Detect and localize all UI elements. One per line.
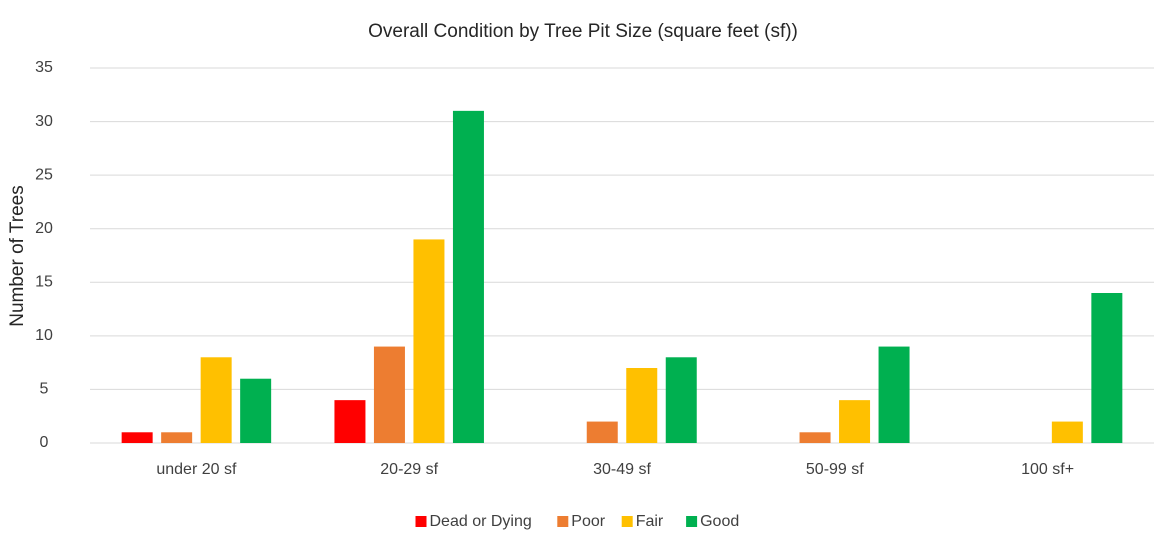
y-tick-label: 15 <box>35 274 53 291</box>
bar <box>878 346 910 443</box>
legend-swatch <box>621 516 633 527</box>
legend-label: Poor <box>571 513 605 530</box>
y-tick-label: 10 <box>35 327 53 344</box>
bar <box>200 357 232 443</box>
bar <box>1091 293 1123 443</box>
bar <box>839 400 871 443</box>
y-tick-label: 35 <box>35 59 53 76</box>
bar <box>373 346 405 443</box>
x-tick-label: 50-99 sf <box>806 461 864 478</box>
bar <box>121 432 153 443</box>
y-tick-label: 5 <box>40 381 49 398</box>
bar <box>799 432 831 443</box>
legend-swatch <box>415 516 427 527</box>
x-tick-label: under 20 sf <box>156 461 237 478</box>
bar <box>626 368 658 443</box>
bar <box>586 421 618 443</box>
y-axis-title: Number of Trees <box>7 185 28 327</box>
legend-label: Good <box>700 513 739 530</box>
bar <box>413 239 445 443</box>
legend-swatch <box>557 516 569 527</box>
bar <box>1051 421 1083 443</box>
bar <box>334 400 366 443</box>
y-tick-label: 0 <box>40 434 49 451</box>
bar <box>452 110 484 443</box>
y-tick-label: 30 <box>35 113 53 130</box>
chart-title: Overall Condition by Tree Pit Size (squa… <box>368 21 798 42</box>
x-tick-label: 30-49 sf <box>593 461 651 478</box>
legend-swatch <box>686 516 698 527</box>
x-tick-label: 20-29 sf <box>380 461 438 478</box>
bar <box>240 378 272 443</box>
legend-label: Fair <box>636 513 664 530</box>
bar <box>665 357 697 443</box>
legend-label: Dead or Dying <box>430 513 532 530</box>
bar <box>161 432 193 443</box>
y-tick-label: 20 <box>35 220 53 237</box>
y-tick-label: 25 <box>35 166 53 183</box>
x-tick-label: 100 sf+ <box>1021 461 1074 478</box>
